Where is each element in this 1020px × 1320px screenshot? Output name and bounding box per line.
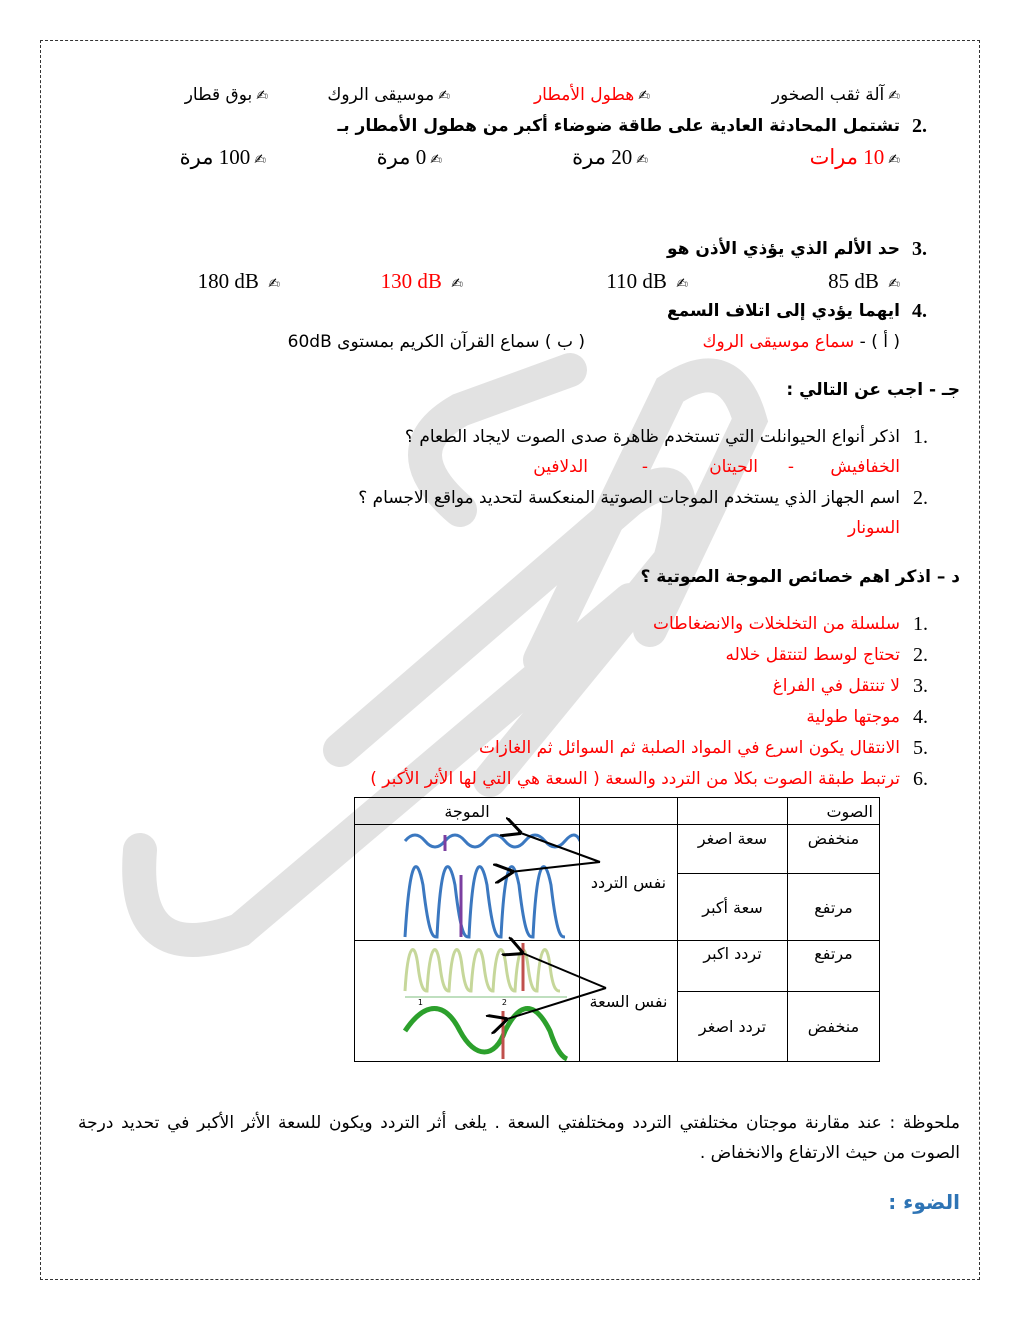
list-number: 2. — [913, 644, 928, 666]
list-number: 3. — [913, 675, 928, 697]
option-q2-1[interactable]: ✍10 مرات — [810, 146, 900, 171]
option-q4-b[interactable]: ( ب ) سماع القرآن الكريم بمستوى 60dB — [287, 332, 585, 352]
writing-hand-icon: ✍ — [888, 152, 900, 168]
option-text: هطول الأمطار — [533, 85, 635, 105]
option-text: 110 dB — [606, 269, 667, 293]
option-text: 100 مرة — [179, 145, 251, 169]
wave-tick-label: 2 — [502, 998, 507, 1007]
wave-property-item: تحتاج لوسط لتنتقل خلاله — [725, 645, 900, 665]
wave-property-item: موجتها طولية — [806, 707, 900, 727]
answer: الخفافيش — [830, 457, 900, 477]
list-number: 6. — [913, 768, 928, 790]
option-text: 85 dB — [828, 269, 879, 293]
writing-hand-icon: ✍ — [268, 276, 280, 292]
header-wave: الموجة — [354, 797, 580, 825]
wave-tick-label: 1 — [418, 998, 423, 1007]
option-text: 130 dB — [380, 269, 442, 293]
option-q2-2[interactable]: ✍20 مرة — [572, 146, 648, 171]
option-q1-1[interactable]: ✍آلة ثقب الصخور — [772, 84, 900, 107]
writing-hand-icon: ✍ — [438, 88, 450, 104]
option-q3-2[interactable]: 110 dB ✍ — [606, 270, 688, 295]
option-q1-4[interactable]: ✍بوق قطار — [185, 84, 268, 107]
wave-large-amplitude — [403, 865, 566, 939]
option-q2-3[interactable]: ✍0 مرة — [377, 146, 442, 171]
writing-hand-icon: ✍ — [256, 88, 268, 104]
question-number: 4. — [912, 300, 927, 322]
writing-hand-icon: ✍ — [888, 276, 900, 292]
property-cell: سعة اصغر — [677, 824, 788, 874]
next-section-heading: الضوء : — [888, 1190, 960, 1214]
sound-cell: منخفض — [787, 991, 880, 1062]
writing-hand-icon: ✍ — [430, 152, 442, 168]
question-number: 1. — [913, 426, 928, 448]
option-text: 20 مرة — [572, 145, 633, 169]
sound-cell: منخفض — [787, 824, 880, 874]
question-number: 3. — [912, 238, 927, 260]
answer: السونار — [848, 518, 900, 538]
sound-wave-table: الموجة الصوت نفس التردد سعة اصغر منخفض س… — [354, 797, 880, 1062]
answer: الدلافين — [533, 457, 588, 477]
question-2: تشتمل المحادثة العادية على طاقة ضوضاء أك… — [337, 116, 900, 136]
wave-small-amplitude — [403, 833, 579, 849]
section-c-question-1: اذكر أنواع الحيوانلت التي تستخدم ظاهرة ص… — [404, 427, 900, 447]
separator: - — [787, 457, 794, 477]
option-q4-a[interactable]: ( أ ) - سماع موسيقى الروك — [703, 331, 901, 353]
property-cell: سعة أكبر — [677, 873, 788, 941]
sound-cell: مرتفع — [787, 873, 880, 941]
option-text: موسيقى الروك — [327, 85, 435, 105]
wave-property-item: ترتبط طبقة الصوت بكلا من التردد والسعة (… — [370, 769, 900, 789]
writing-hand-icon: ✍ — [254, 152, 266, 168]
note-paragraph: ملحوظة : عند مقارنة موجتان مختلفتي الترد… — [78, 1113, 960, 1163]
option-text: سماع موسيقى الروك — [702, 332, 855, 352]
option-text: آلة ثقب الصخور — [771, 85, 885, 105]
answer: الحيتان — [709, 457, 758, 477]
list-number: 1. — [913, 613, 928, 635]
question-3: حد الألم الذي يؤذي الأذن هو — [667, 239, 900, 259]
option-text: 10 مرات — [809, 145, 885, 169]
option-q3-1[interactable]: 85 dB ✍ — [828, 270, 900, 295]
writing-hand-icon: ✍ — [636, 152, 648, 168]
page-border — [40, 40, 980, 1280]
wave-high-frequency — [403, 948, 561, 993]
option-q1-2[interactable]: ✍هطول الأمطار — [534, 84, 650, 107]
section-d-heading: د – اذكر اهم خصائص الموجة الصوتية ؟ — [640, 567, 960, 587]
option-q2-4[interactable]: ✍100 مرة — [180, 146, 266, 171]
separator: - — [641, 457, 648, 477]
empty-header — [579, 797, 678, 825]
writing-hand-icon: ✍ — [638, 88, 650, 104]
question-number: 2. — [913, 487, 928, 509]
option-q1-3[interactable]: ✍موسيقى الروك — [327, 84, 450, 107]
option-q3-4[interactable]: 180 dB ✍ — [198, 270, 280, 295]
writing-hand-icon: ✍ — [676, 276, 688, 292]
list-number: 4. — [913, 706, 928, 728]
wave-image-same-amplitude: 1 2 — [354, 940, 580, 1062]
wave-low-frequency — [402, 1006, 569, 1061]
watermark-logo — [122, 353, 769, 957]
question-4: ايهما يؤدي إلى اتلاف السمع — [666, 301, 900, 321]
property-cell: تردد اكبر — [677, 940, 788, 992]
empty-header — [677, 797, 788, 825]
wave-image-same-frequency — [354, 824, 580, 941]
question-number: 2. — [912, 115, 927, 137]
option-text: 180 dB — [197, 269, 259, 293]
option-text: 0 مرة — [376, 145, 427, 169]
header-sound: الصوت — [787, 797, 880, 825]
writing-hand-icon: ✍ — [888, 88, 900, 104]
sound-cell: مرتفع — [787, 940, 880, 992]
option-label: ( أ ) - — [859, 332, 900, 352]
wave-property-item: سلسلة من التخلخلات والانضغاطات — [653, 614, 900, 634]
property-cell: تردد اصغر — [677, 991, 788, 1062]
writing-hand-icon: ✍ — [451, 276, 463, 292]
option-text: بوق قطار — [184, 85, 253, 105]
option-q3-3[interactable]: 130 dB ✍ — [381, 270, 463, 295]
wave-property-item: الانتقال يكون اسرع في المواد الصلبة ثم ا… — [478, 738, 900, 758]
section-c-question-2: اسم الجهاز الذي يستخدم الموجات الصوتية ا… — [358, 488, 900, 508]
section-c-heading: جـ - اجب عن التالي : — [786, 380, 960, 400]
list-number: 5. — [913, 737, 928, 759]
label-same-frequency: نفس التردد — [579, 824, 678, 941]
label-same-amplitude: نفس السعة — [579, 940, 678, 1062]
wave-property-item: لا تنتقل في الفراغ — [772, 676, 900, 696]
